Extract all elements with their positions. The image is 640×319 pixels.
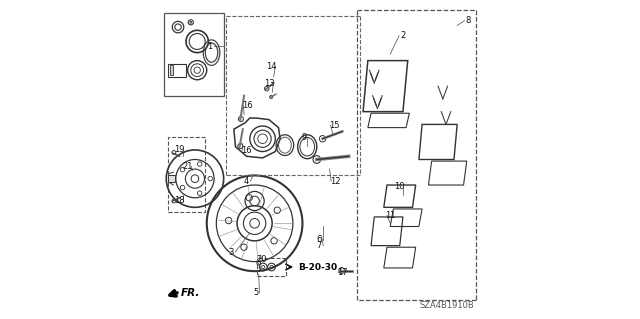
Text: 7: 7 <box>317 241 322 250</box>
Text: 4: 4 <box>244 177 249 186</box>
Text: 17: 17 <box>337 268 348 277</box>
Text: 11: 11 <box>385 211 396 220</box>
Text: 15: 15 <box>329 121 340 130</box>
Text: 6: 6 <box>317 235 322 244</box>
Text: 21: 21 <box>182 162 193 171</box>
Bar <box>168 64 186 77</box>
Text: 20: 20 <box>257 255 267 263</box>
Text: 10: 10 <box>394 182 404 191</box>
Bar <box>168 137 205 212</box>
Bar <box>164 13 224 96</box>
Text: 2: 2 <box>400 31 406 40</box>
Text: 3: 3 <box>228 248 234 256</box>
Text: 1: 1 <box>207 42 212 51</box>
Text: FR.: FR. <box>181 288 200 298</box>
Text: 12: 12 <box>330 177 340 186</box>
Text: 19: 19 <box>173 145 184 154</box>
Text: 8: 8 <box>466 16 471 25</box>
Bar <box>168 175 175 182</box>
Bar <box>257 258 285 276</box>
Text: B-20-30: B-20-30 <box>298 263 337 271</box>
Bar <box>170 65 173 75</box>
Text: 16: 16 <box>241 146 252 155</box>
Text: 14: 14 <box>266 62 276 71</box>
Text: SZA4B1910B: SZA4B1910B <box>420 301 475 310</box>
Text: 5: 5 <box>253 288 258 297</box>
Text: 16: 16 <box>242 101 253 110</box>
Text: 18: 18 <box>173 197 184 205</box>
Text: 13: 13 <box>264 79 275 88</box>
Text: 9: 9 <box>301 133 307 142</box>
